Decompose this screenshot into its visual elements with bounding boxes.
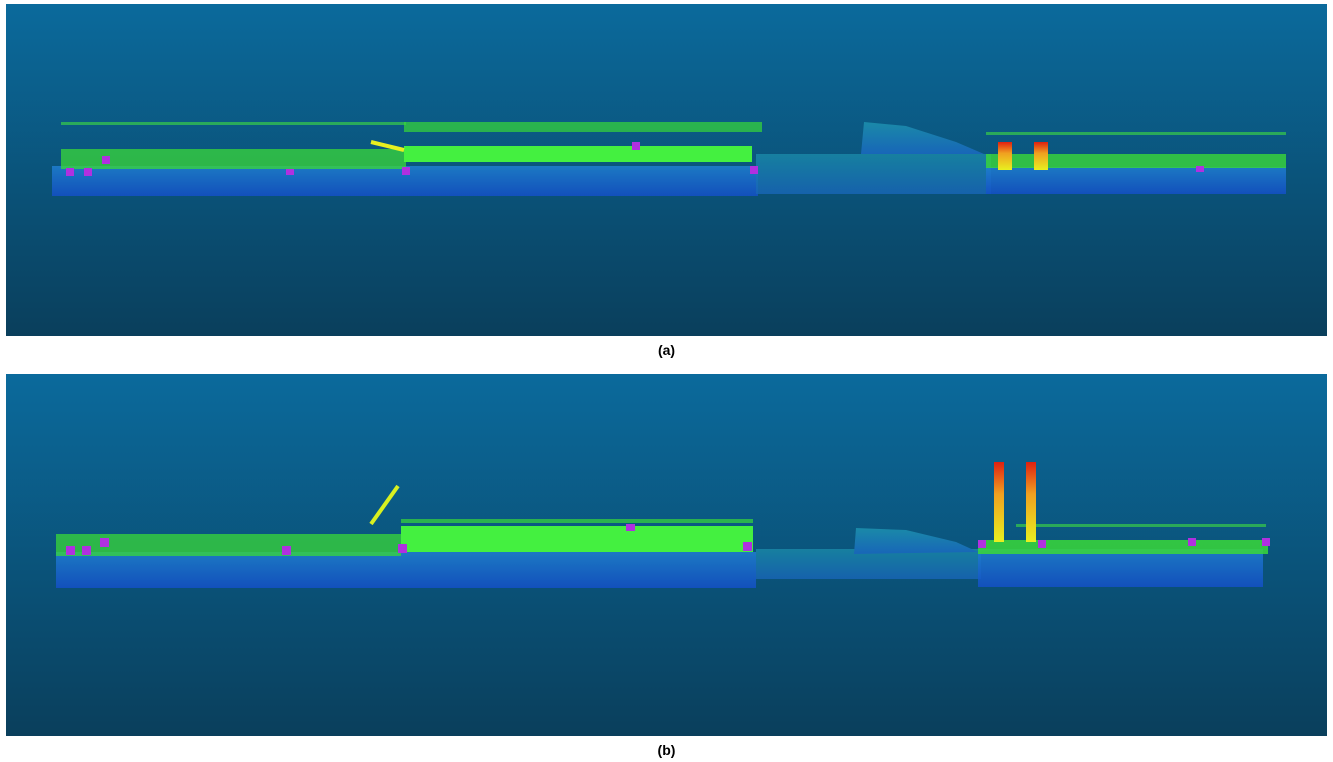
page-body: (a) (b) (() => { const data = JSON.parse… — [0, 0, 1333, 762]
crane-points — [994, 462, 1004, 542]
structure-points — [61, 149, 406, 169]
marker — [282, 546, 291, 555]
marker — [66, 546, 75, 555]
ground-points — [986, 167, 1286, 194]
marker — [398, 544, 407, 553]
ground-points — [56, 552, 756, 588]
crane-points — [1026, 462, 1036, 542]
marker — [626, 524, 635, 531]
marker — [66, 168, 74, 176]
crane-points — [998, 142, 1012, 170]
structure-points — [404, 146, 752, 162]
railing-points — [404, 122, 762, 132]
ground-points — [978, 549, 1263, 587]
marker — [402, 167, 410, 175]
point-cloud-view-b — [6, 374, 1327, 736]
railing-points — [1016, 524, 1266, 527]
marker — [286, 169, 294, 175]
structure-points — [978, 540, 1268, 554]
railing-points — [61, 122, 406, 125]
marker — [743, 542, 752, 551]
marker — [1196, 166, 1204, 172]
point-cloud-view-a — [6, 4, 1327, 336]
caption: (a) — [0, 342, 1333, 358]
marker — [1262, 538, 1270, 546]
structure-points — [986, 154, 1286, 168]
marker — [1188, 538, 1196, 546]
marker — [1038, 540, 1046, 548]
marker — [82, 546, 91, 555]
crane-points — [1034, 142, 1048, 170]
marker — [84, 168, 92, 176]
marker — [102, 156, 110, 164]
page: {"panels": [{"caption": "(a)"}, {"captio… — [0, 0, 1333, 762]
marker — [632, 142, 640, 150]
marker — [100, 538, 109, 547]
marker — [978, 540, 986, 548]
water-points — [756, 154, 991, 194]
railing-points — [986, 132, 1286, 135]
structure-points — [401, 526, 753, 552]
caption: (b) — [0, 742, 1333, 758]
marker — [750, 166, 758, 174]
railing-points — [401, 519, 753, 523]
